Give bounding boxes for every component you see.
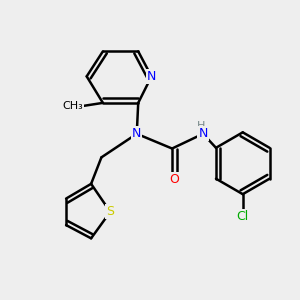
Text: S: S bbox=[106, 205, 114, 218]
Text: N: N bbox=[147, 70, 156, 83]
Text: N: N bbox=[132, 127, 141, 140]
Text: H: H bbox=[197, 122, 206, 131]
Text: N: N bbox=[198, 127, 208, 140]
Text: Cl: Cl bbox=[237, 210, 249, 223]
Text: CH₃: CH₃ bbox=[62, 101, 83, 111]
Text: O: O bbox=[169, 173, 179, 186]
